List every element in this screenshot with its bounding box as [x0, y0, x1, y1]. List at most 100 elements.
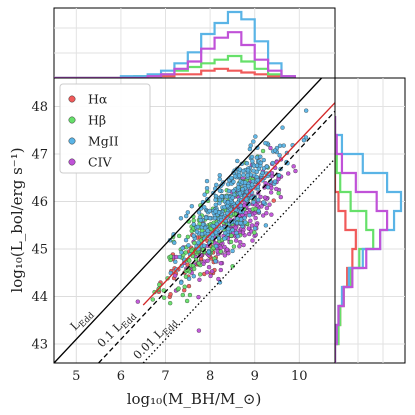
scatter-point	[191, 233, 196, 238]
scatter-point	[236, 185, 241, 190]
scatter-point	[180, 292, 185, 298]
scatter-point	[233, 225, 238, 230]
scatter-point	[230, 248, 235, 254]
scatter-point	[265, 185, 271, 190]
reference-line	[98, 110, 336, 364]
scatter-point	[161, 295, 167, 300]
scatter-point	[237, 244, 242, 249]
scatter-point	[200, 222, 206, 227]
right-histogram-step	[333, 116, 389, 363]
plot-frame	[53, 77, 336, 364]
scatter-point	[293, 168, 298, 174]
scatter-point	[251, 139, 256, 144]
scatter-point	[234, 220, 240, 226]
scatter-point	[168, 292, 173, 297]
scatter-point	[218, 249, 223, 254]
scatter-point	[235, 158, 240, 164]
scatter-point	[276, 176, 281, 182]
scatter-point	[278, 194, 283, 200]
scatter-point	[186, 276, 192, 281]
scatter-point	[229, 175, 234, 181]
scatter-point	[242, 215, 247, 221]
scatter-point	[256, 197, 261, 203]
x-axis-label: log₁₀(M_BH/M_⊙)	[127, 390, 262, 408]
scatter-point	[230, 195, 235, 200]
scatter-point	[213, 259, 218, 264]
scatter-point	[197, 277, 202, 282]
scatter-point	[216, 236, 222, 241]
scatter-point	[252, 226, 258, 231]
scatter-point	[217, 173, 222, 178]
scatter-point	[241, 242, 246, 248]
scatter-point	[198, 272, 203, 277]
scatter-point	[213, 230, 219, 235]
scatter-point	[251, 200, 256, 205]
x-tick-label: 8	[206, 369, 214, 384]
scatter-point	[214, 221, 220, 227]
scatter-point	[238, 220, 243, 226]
scatter-point	[213, 243, 219, 249]
scatter-point	[274, 186, 279, 192]
eddington-lines	[53, 77, 336, 364]
scatter-point	[249, 223, 255, 228]
scatter-point	[186, 243, 191, 248]
x-tick-label: 7	[161, 369, 169, 384]
scatter-point	[245, 173, 250, 178]
scatter-point	[196, 210, 202, 215]
scatter-point	[254, 163, 260, 168]
scatter-point	[256, 166, 262, 172]
scatter-point	[231, 188, 236, 194]
scatter-point	[260, 148, 266, 154]
scatter-point	[276, 173, 282, 178]
scatter-point	[226, 251, 231, 256]
scatter-point	[177, 254, 182, 260]
scatter-point	[301, 138, 307, 143]
scatter-point	[204, 178, 210, 184]
scatter-point	[264, 164, 270, 169]
scatter-point	[271, 198, 276, 203]
scatter-point	[179, 250, 184, 255]
y-ticks: 43 44 45 46 47 48	[31, 100, 48, 353]
scatter-point	[238, 217, 244, 222]
scatter-point	[237, 173, 242, 178]
scatter-point	[219, 194, 224, 199]
scatter-point	[255, 177, 260, 183]
scatter-point	[189, 248, 194, 253]
scatter-point	[264, 210, 269, 216]
scatter-point	[248, 218, 253, 223]
scatter-point	[277, 153, 282, 158]
right-histogram-grid	[335, 78, 405, 363]
scatter-point	[217, 188, 223, 193]
scatter-point	[244, 161, 250, 166]
scatter-point	[207, 208, 212, 214]
scatter-point	[263, 140, 268, 146]
scatter-point	[286, 171, 291, 176]
x-tick-label: 6	[117, 369, 125, 384]
scatter-point	[267, 202, 272, 207]
x-tick-label: 9	[251, 369, 259, 384]
scatter-point	[209, 269, 215, 274]
scatter-point	[241, 168, 246, 174]
scatter-point	[206, 264, 212, 270]
scatter-point	[196, 261, 201, 266]
scatter-point	[199, 231, 205, 237]
scatter-point	[253, 215, 258, 221]
scatter-point	[203, 215, 209, 220]
scatter-point	[276, 190, 281, 196]
scatter-point	[223, 230, 228, 236]
scatter-point	[245, 168, 251, 173]
scatter-point	[254, 155, 260, 160]
scatter-point	[258, 160, 264, 166]
scatter-point	[191, 266, 197, 272]
scatter-point	[207, 215, 213, 221]
scatter-point	[173, 259, 178, 264]
scatter-point	[262, 195, 268, 200]
scatter-point	[183, 274, 189, 279]
scatter-point	[222, 236, 227, 241]
scatter-point	[184, 213, 189, 219]
scatter-point	[191, 218, 196, 223]
scatter-point	[270, 160, 275, 166]
scatter-point	[135, 299, 140, 304]
